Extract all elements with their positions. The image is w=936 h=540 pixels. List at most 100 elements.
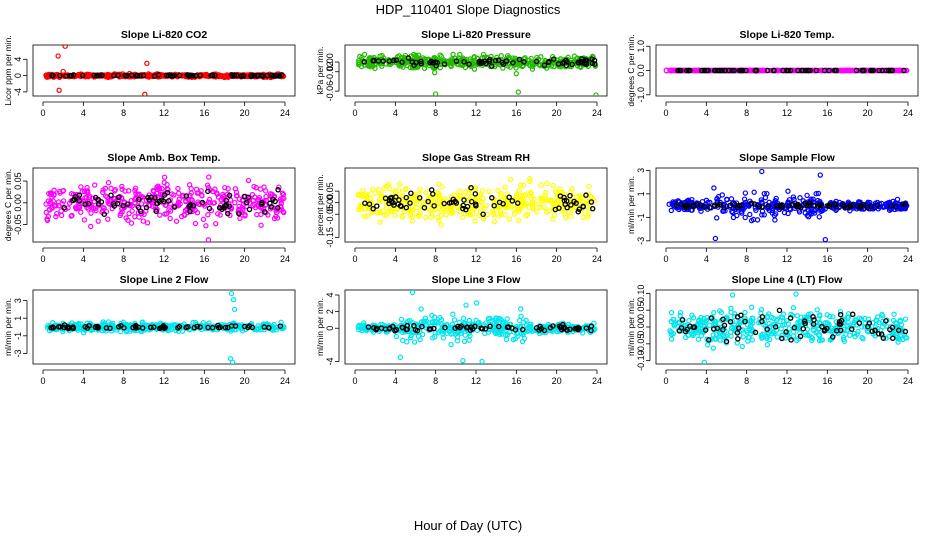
reference-point xyxy=(101,211,108,217)
y-tick-label: 0.05 xyxy=(325,182,335,200)
x-tick-label: 8 xyxy=(121,108,126,118)
data-point xyxy=(790,194,797,200)
reference-point xyxy=(118,323,124,329)
reference-point xyxy=(563,198,570,204)
data-point xyxy=(496,213,502,219)
data-point xyxy=(830,314,836,320)
reference-point xyxy=(63,73,69,79)
reference-point xyxy=(541,62,548,68)
data-point xyxy=(150,187,156,194)
reference-point xyxy=(723,338,730,345)
data-point xyxy=(518,205,524,211)
reference-point xyxy=(588,199,595,205)
reference-point xyxy=(893,203,899,210)
reference-point xyxy=(259,199,265,206)
data-point xyxy=(387,209,393,215)
reference-point xyxy=(79,72,86,79)
reference-point xyxy=(426,326,433,332)
reference-point xyxy=(589,56,595,62)
y-tick-label: 0 xyxy=(325,326,335,331)
data-point xyxy=(838,202,844,208)
data-point xyxy=(193,186,200,193)
data-point xyxy=(81,217,88,223)
data-point xyxy=(450,311,456,317)
reference-point xyxy=(108,192,114,199)
data-point xyxy=(171,192,177,198)
reference-point xyxy=(510,60,516,66)
data-point xyxy=(119,186,125,193)
data-point xyxy=(163,202,169,208)
data-point xyxy=(731,313,737,320)
reference-point xyxy=(393,57,400,63)
data-point xyxy=(748,217,755,224)
reference-point xyxy=(509,198,516,204)
panel-3: Slope Li-820 Temp.degrees C per min.0 4 8 1… xyxy=(626,29,919,118)
reference-point xyxy=(802,200,809,207)
panel-title: Slope Li-820 CO2 xyxy=(121,29,208,41)
reference-point xyxy=(545,59,552,66)
data-point xyxy=(527,189,534,196)
reference-point xyxy=(176,323,183,330)
reference-point xyxy=(468,184,474,191)
reference-point xyxy=(837,311,844,318)
data-point xyxy=(203,223,209,229)
data-point xyxy=(778,326,784,332)
reference-point xyxy=(787,315,794,321)
reference-point xyxy=(472,191,479,197)
x-tick-label: 20 xyxy=(552,108,562,118)
data-point xyxy=(392,188,399,195)
data-point xyxy=(536,201,542,208)
data-point xyxy=(100,189,106,196)
y-tick-label: 3 xyxy=(636,168,646,173)
data-point xyxy=(855,328,861,335)
data-point xyxy=(739,210,745,216)
reference-point xyxy=(148,194,154,201)
y-tick-label: 0.00 xyxy=(636,318,646,336)
reference-point xyxy=(392,328,398,334)
reference-point xyxy=(720,316,726,323)
reference-point xyxy=(133,325,139,331)
data-point xyxy=(498,190,504,197)
reference-point xyxy=(900,201,906,207)
reference-point xyxy=(153,208,159,214)
y-axis-label: kPa per min. xyxy=(315,47,325,95)
x-tick-label: 8 xyxy=(744,254,749,264)
data-point xyxy=(175,185,181,192)
data-point xyxy=(527,178,533,184)
data-point xyxy=(502,324,509,331)
reference-point xyxy=(889,324,896,331)
data-point xyxy=(518,182,524,188)
data-point xyxy=(436,205,443,211)
data-point xyxy=(192,207,198,213)
reference-point xyxy=(731,67,737,74)
data-point xyxy=(154,190,160,197)
data-point xyxy=(897,317,903,323)
data-point xyxy=(492,63,498,70)
reference-point xyxy=(61,205,67,211)
data-point xyxy=(548,63,555,69)
reference-point xyxy=(412,327,419,333)
x-tick-label: 24 xyxy=(592,376,602,386)
y-tick-label: 0 xyxy=(13,73,23,78)
reference-point xyxy=(194,323,200,330)
reference-point xyxy=(583,58,590,64)
x-tick-label: 20 xyxy=(552,254,562,264)
data-point xyxy=(809,335,816,341)
reference-point xyxy=(779,335,785,342)
x-tick-label: 20 xyxy=(552,376,562,386)
data-point xyxy=(550,182,556,189)
reference-point xyxy=(84,325,91,331)
reference-point xyxy=(714,67,721,74)
reference-point xyxy=(165,198,172,204)
y-tick-label: 4 xyxy=(325,292,335,297)
data-point xyxy=(392,212,398,219)
y-tick-label: -0.05 xyxy=(13,214,23,235)
data-point xyxy=(408,206,414,213)
data-point xyxy=(491,218,498,225)
reference-point xyxy=(209,72,216,79)
reference-point xyxy=(183,193,190,199)
data-point xyxy=(876,320,882,326)
reference-point xyxy=(163,72,170,79)
reference-point xyxy=(241,193,248,200)
